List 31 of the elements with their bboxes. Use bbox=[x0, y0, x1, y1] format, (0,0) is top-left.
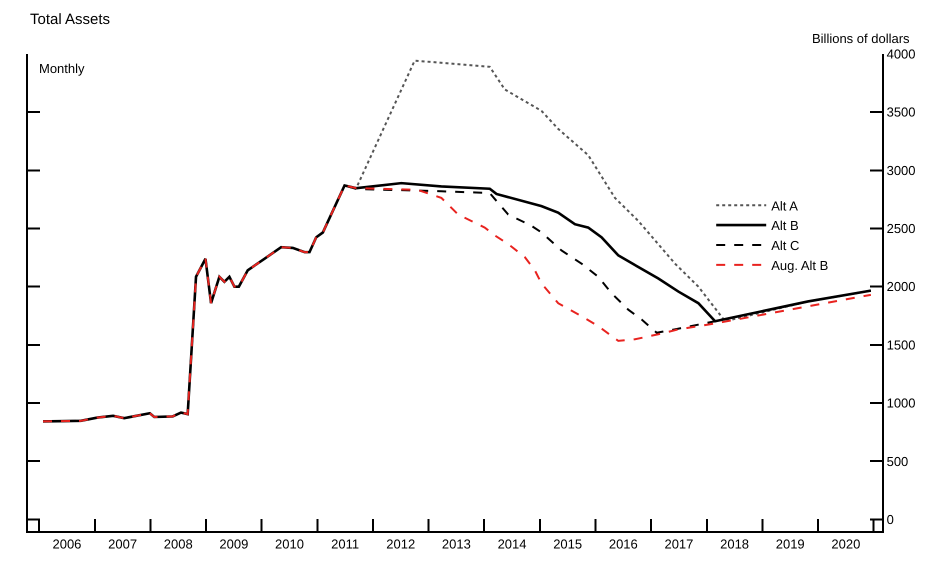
x-tick-label: 2008 bbox=[164, 536, 193, 552]
x-tick-label: 2013 bbox=[442, 536, 471, 552]
x-tick-label: 2010 bbox=[275, 536, 304, 552]
y-axis-title: Billions of dollars bbox=[812, 31, 910, 46]
x-tick-label: 2006 bbox=[52, 536, 82, 552]
x-tick-label: 2009 bbox=[219, 536, 248, 552]
y-tick-label: 1000 bbox=[886, 396, 916, 411]
legend-label: Alt C bbox=[771, 238, 800, 254]
y-tick-label: 0 bbox=[886, 512, 894, 527]
y-tick-label: 2000 bbox=[886, 279, 916, 294]
x-tick-label: 2020 bbox=[831, 536, 860, 552]
x-tick-label: 2011 bbox=[331, 536, 360, 552]
legend-label: Aug. Alt B bbox=[771, 258, 828, 273]
y-tick-label: 500 bbox=[886, 454, 908, 469]
y-tick-label: 3500 bbox=[886, 104, 916, 120]
legend-label: Alt B bbox=[771, 218, 799, 234]
annotation: Monthly bbox=[39, 61, 86, 76]
x-tick-label: 2015 bbox=[553, 536, 582, 552]
x-tick-label: 2019 bbox=[776, 536, 805, 552]
x-tick-label: 2018 bbox=[720, 536, 750, 552]
x-tick-label: 2017 bbox=[664, 536, 694, 552]
y-tick-label: 1500 bbox=[886, 337, 916, 352]
y-tick-label: 3000 bbox=[886, 162, 916, 178]
chart-title: Total Assets bbox=[30, 11, 110, 28]
x-tick-label: 2016 bbox=[608, 536, 638, 552]
x-tick-label: 2012 bbox=[386, 536, 416, 552]
y-tick-label: 4000 bbox=[886, 46, 916, 62]
y-tick-label: 2500 bbox=[886, 221, 916, 236]
x-tick-label: 2007 bbox=[108, 536, 138, 552]
x-tick-label: 2014 bbox=[498, 536, 526, 552]
legend-label: Alt A bbox=[771, 198, 798, 214]
